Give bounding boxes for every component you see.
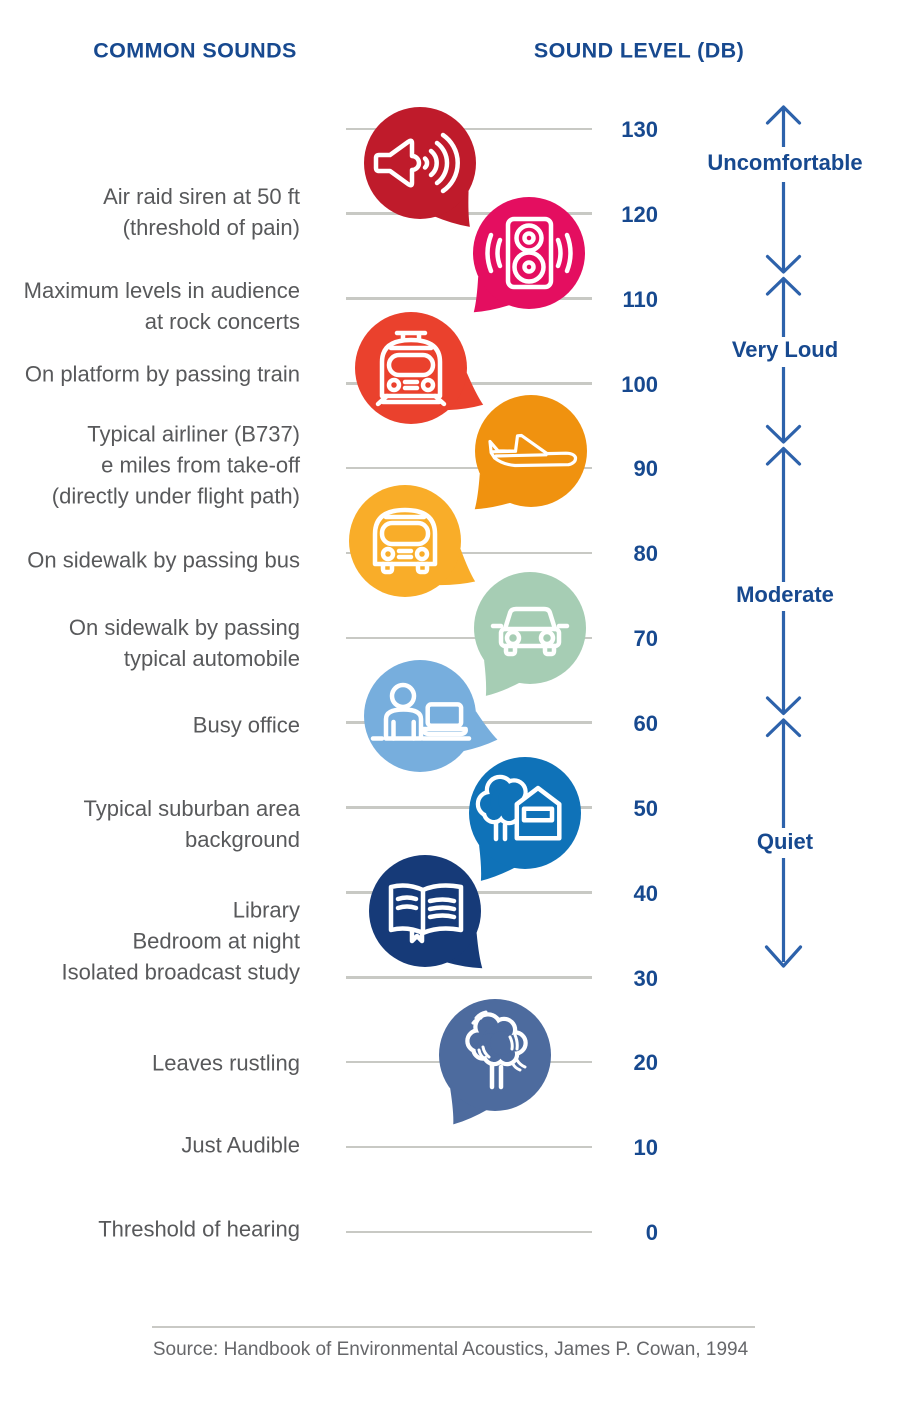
- bubble-book: [369, 855, 483, 969]
- db-number-0: 0: [645, 1220, 658, 1246]
- db-line-110: [346, 297, 592, 300]
- sound-label-12: Threshold of hearing: [98, 1216, 300, 1242]
- sound-label-2: Maximum levels in audience at rock concer…: [23, 278, 300, 334]
- db-line-90: [346, 466, 592, 470]
- tree-bubble-shape: [439, 999, 551, 1125]
- sound-label-7: Busy office: [192, 712, 300, 738]
- car-bubble-shape: [474, 572, 586, 696]
- db-number-130: 130: [621, 117, 658, 142]
- db-number-30: 30: [633, 965, 658, 991]
- arrowhead-down-icon: [765, 696, 802, 716]
- db-number-10: 10: [633, 1135, 658, 1161]
- bubble-circle: [349, 485, 461, 597]
- sound-level-title: SOUND LEVEL (DB): [533, 38, 745, 63]
- bubble-circle: [475, 395, 587, 507]
- bubble-office: [364, 660, 498, 772]
- db-line-10: [346, 1145, 592, 1149]
- suburb-bubble-shape: [469, 757, 581, 881]
- category-moderate: Moderate: [736, 582, 834, 607]
- db-number-40: 40: [633, 880, 658, 906]
- sound-label-8: Typical suburban area background: [83, 796, 300, 852]
- arrowhead-up-icon: [765, 718, 802, 738]
- speaker-bubble-shape: [473, 197, 585, 313]
- db-line-120: [346, 212, 592, 215]
- db-line-30: [346, 976, 592, 979]
- sound-label-10: Leaves rustling: [152, 1050, 300, 1076]
- category-very-loud: Very Loud: [731, 337, 839, 362]
- bubble-megaphone: [364, 107, 476, 227]
- book-icon: [388, 883, 464, 944]
- source-citation: Source: Handbook of Environmental Acoust…: [152, 1339, 749, 1360]
- plane-bubble-shape: [474, 395, 587, 510]
- arrowhead-down-icon: [765, 424, 802, 444]
- sound-label-6: On sidewalk by passing typical automobile: [68, 615, 300, 671]
- book-bubble-shape: [369, 855, 483, 969]
- tree-icon: [465, 1010, 528, 1090]
- category-arrows: [764, 105, 803, 968]
- common-sounds-title: COMMON SOUNDS: [93, 38, 297, 63]
- sound-label-4: Typical airliner (B737) e miles from take…: [51, 421, 300, 509]
- db-number-120: 120: [621, 201, 658, 227]
- arrowhead-down-icon: [765, 254, 802, 274]
- db-line-50: [346, 806, 592, 809]
- speaker-icon: [485, 216, 573, 290]
- megaphone-bubble-shape: [364, 107, 476, 227]
- db-line-80: [346, 551, 592, 555]
- db-number-110: 110: [622, 286, 659, 312]
- sound-label-3: On platform by passing train: [24, 361, 300, 387]
- bubble-speaker: [473, 197, 585, 313]
- db-line-130: [346, 127, 592, 131]
- arrowhead-up-icon: [765, 276, 802, 296]
- bubble-train: [355, 312, 484, 424]
- source-separator: [152, 1326, 755, 1328]
- bubble-suburb: [469, 757, 581, 881]
- db-number-90: 90: [633, 456, 658, 482]
- train-bubble-shape: [355, 312, 484, 424]
- arrowhead-up-icon: [765, 446, 802, 466]
- category-uncomfortable: Uncomfortable: [707, 150, 863, 175]
- office-bubble-shape: [364, 660, 498, 772]
- sound-label-5: On sidewalk by passing bus: [27, 547, 300, 573]
- sound-label-1: Air raid siren at 50 ft (threshold of pai…: [103, 184, 300, 240]
- db-number-100: 100: [621, 371, 658, 397]
- db-number-80: 80: [633, 541, 658, 567]
- sound-label-11: Just Audible: [181, 1132, 300, 1158]
- bubble-bus: [349, 485, 476, 597]
- db-number-20: 20: [633, 1050, 658, 1076]
- office-icon: [370, 682, 472, 741]
- db-number-60: 60: [633, 710, 658, 736]
- megaphone-icon: [373, 132, 460, 194]
- train-icon: [375, 330, 447, 407]
- sound-label-9: Library Bedroom at night Isolated broadcas…: [61, 897, 300, 985]
- db-number-70: 70: [633, 626, 658, 652]
- bubble-tail: [461, 711, 498, 752]
- bus-bubble-shape: [349, 485, 476, 597]
- arrowhead-down-icon: [764, 945, 803, 968]
- bubble-tree: [439, 999, 551, 1125]
- car-icon: [490, 606, 570, 657]
- bubble-plane: [474, 395, 587, 510]
- arrowhead-up-icon: [765, 105, 802, 125]
- db-line-0: [346, 1230, 592, 1234]
- bus-icon: [372, 507, 438, 575]
- suburb-icon: [475, 774, 562, 842]
- db-number-50: 50: [633, 795, 658, 821]
- plane-icon: [488, 433, 578, 468]
- category-quiet: Quiet: [756, 829, 814, 854]
- db-line-70: [346, 636, 592, 640]
- bubble-car: [474, 572, 586, 696]
